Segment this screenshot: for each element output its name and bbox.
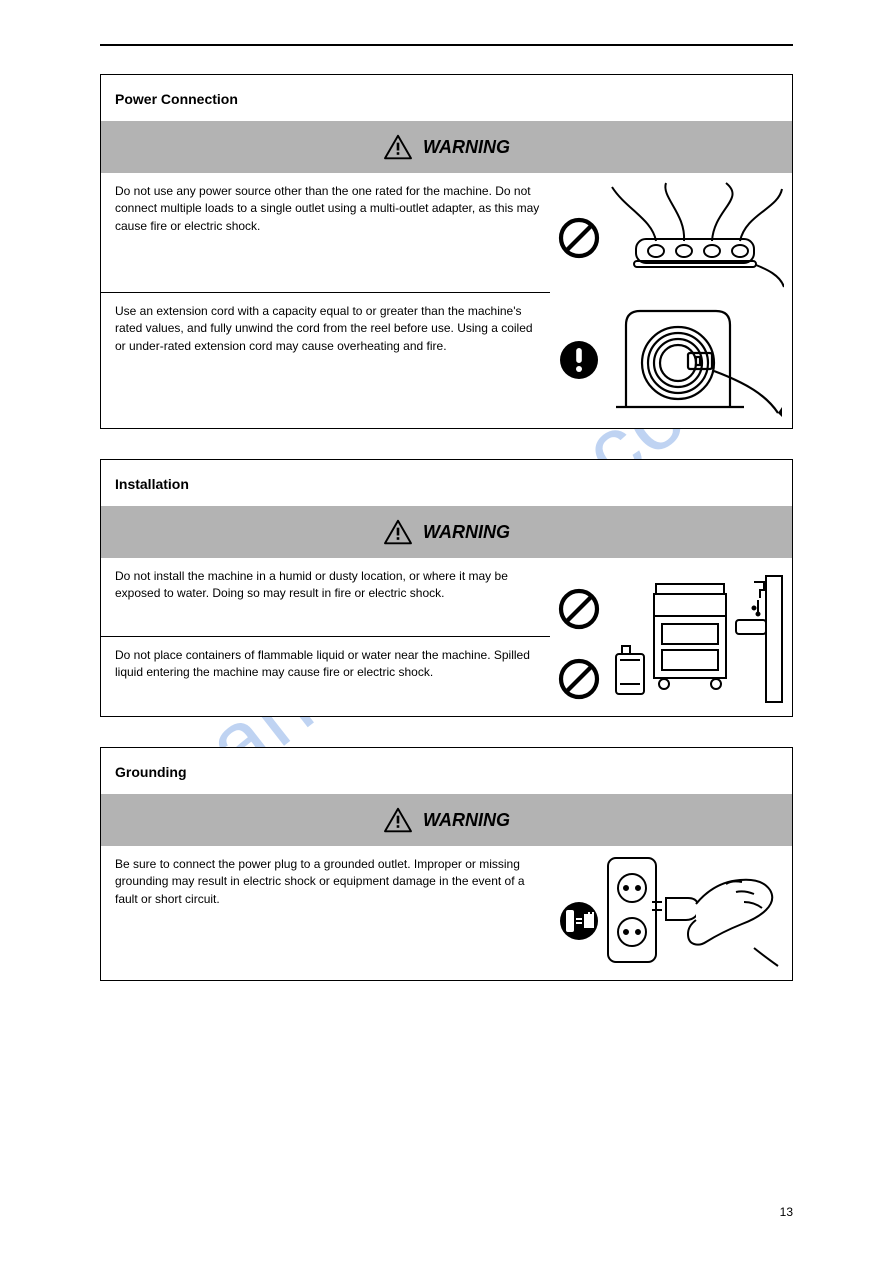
ground-plug-icon <box>558 900 600 942</box>
prohibit-icon <box>558 658 600 700</box>
illustration-cable-reel <box>606 295 784 420</box>
paragraph: Do not place containers of flammable liq… <box>115 647 540 682</box>
illustration-copier-water <box>606 566 784 706</box>
paragraph: Do not use any power source other than t… <box>115 183 540 235</box>
warning-label: WARNING <box>423 522 510 543</box>
warning-triangle-icon <box>383 807 413 833</box>
warning-bar: WARNING <box>101 121 792 173</box>
warning-triangle-icon <box>383 519 413 545</box>
top-rule <box>100 44 793 46</box>
section-installation: Installation WARNING Do not install the … <box>100 459 793 717</box>
warning-triangle-icon <box>383 134 413 160</box>
paragraph: Do not install the machine in a humid or… <box>115 568 540 603</box>
section-title: Power Connection <box>101 75 792 121</box>
section-title: Installation <box>101 460 792 506</box>
section-power-connection: Power Connection WARNING Do not use any … <box>100 74 793 429</box>
warning-bar: WARNING <box>101 794 792 846</box>
section-grounding: Grounding WARNING Be sure to connect the… <box>100 747 793 981</box>
prohibit-icon <box>558 217 600 259</box>
section-title: Grounding <box>101 748 792 794</box>
mandatory-icon <box>558 339 600 381</box>
illustration-power-strip <box>606 179 784 289</box>
warning-bar: WARNING <box>101 506 792 558</box>
paragraph: Be sure to connect the power plug to a g… <box>115 856 540 908</box>
page-number: 13 <box>780 1205 793 1219</box>
illustration-hand-plug <box>606 852 784 972</box>
paragraph: Use an extension cord with a capacity eq… <box>115 303 540 355</box>
prohibit-icon <box>558 588 600 630</box>
warning-label: WARNING <box>423 810 510 831</box>
warning-label: WARNING <box>423 137 510 158</box>
